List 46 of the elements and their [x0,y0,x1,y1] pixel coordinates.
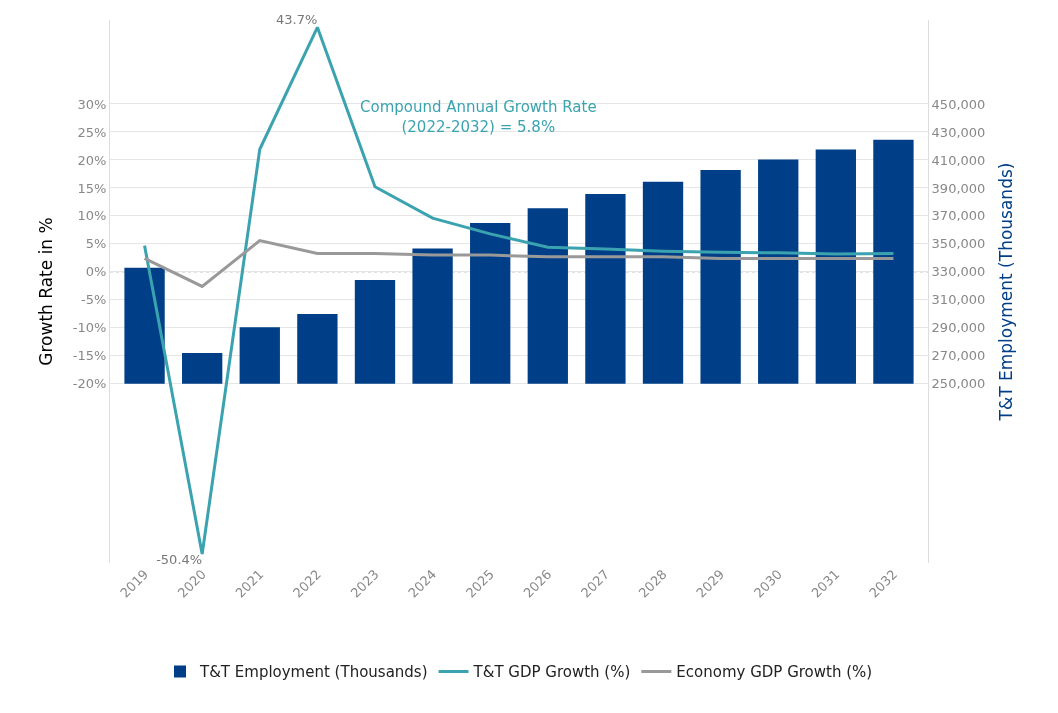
data-label: -50.4% [156,551,203,567]
bar [182,353,223,384]
y-tick-label: 20% [77,152,107,168]
y2-tick-label: 310,000 [931,292,986,308]
y-tick-label: -15% [72,348,107,364]
y2-tick-label: 270,000 [931,348,986,364]
y-tick-label: -10% [72,320,107,336]
bar [873,139,914,384]
bar [527,208,568,384]
bar [642,181,684,384]
y2-tick-label: 450,000 [931,96,986,112]
line-series [143,25,895,556]
y-axis-title: Growth Rate in % [36,217,57,366]
y2-tick-label: 350,000 [931,236,986,252]
y-tick-label: 5% [85,236,107,252]
legend-label: T&T GDP Growth (%) [472,663,631,682]
bar [412,248,453,384]
y-tick-label: 30% [77,96,107,112]
bar [239,327,280,384]
data-label: 43.7% [276,12,318,28]
y2-tick-label: 410,000 [931,152,986,168]
bar [470,222,511,384]
y-tick-label: 25% [77,124,107,140]
y2-tick-label: 430,000 [931,124,986,140]
y2-tick-label: 330,000 [931,264,986,280]
bar [758,159,799,384]
y2-tick-label: 290,000 [931,320,986,336]
bar [354,279,396,384]
annotation: Compound Annual Growth Rate (2022-2032) = 5.8% [360,98,597,136]
y-tick-label: 10% [77,208,107,224]
bar [585,193,626,384]
bar [297,313,338,384]
y-tick-label: 15% [77,180,107,196]
bar [815,149,856,384]
y2-tick-label: 250,000 [931,376,986,392]
legend-label: T&T Employment (Thousands) [199,663,428,682]
y-tick-label: -20% [72,376,107,392]
bar [700,170,741,384]
y-tick-label: -5% [81,292,107,308]
y2-tick-label: 370,000 [931,208,986,224]
y2-axis-title: T&T Employment (Thousands) [995,162,1016,422]
y-tick-label: 0% [85,264,107,280]
bar [124,267,165,384]
line-series [143,239,895,288]
y2-tick-label: 390,000 [931,180,986,196]
legend-label: Economy GDP Growth (%) [676,663,873,682]
